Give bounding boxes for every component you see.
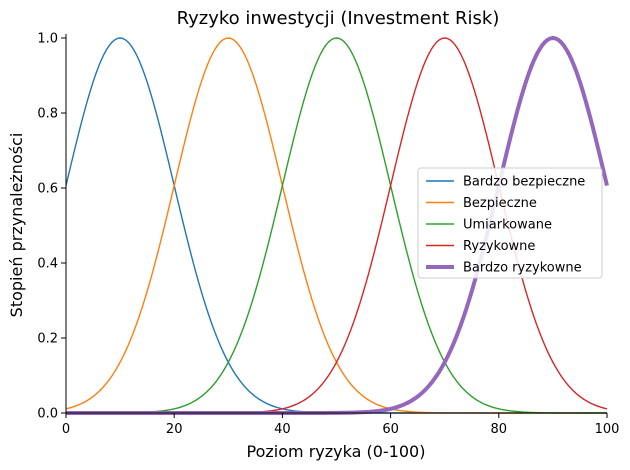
legend-label: Ryzykowne: [463, 239, 535, 254]
legend-label: Bardzo bezpieczne: [463, 175, 585, 190]
y-tick-label: 0.8: [37, 107, 58, 122]
x-tick-label: 80: [491, 422, 508, 437]
x-tick-label: 40: [274, 422, 291, 437]
x-axis-title: Poziom ryzyka (0-100): [247, 442, 426, 461]
legend: Bardzo bezpieczne Bezpieczne Umiarkowane Ry…: [417, 167, 603, 279]
x-axis-ticks: 0 20 40 60 80 100: [62, 413, 620, 437]
y-axis-ticks: 0.0 0.2 0.4 0.6 0.8 1.0: [37, 32, 66, 422]
legend-frame: [417, 167, 603, 279]
legend-label: Bezpieczne: [463, 196, 537, 211]
y-tick-label: 0.0: [37, 407, 58, 422]
x-tick-label: 100: [595, 422, 620, 437]
x-tick-label: 60: [382, 422, 399, 437]
y-tick-label: 0.4: [37, 257, 58, 272]
y-tick-label: 0.6: [37, 182, 58, 197]
x-tick-label: 0: [62, 422, 70, 437]
y-tick-label: 1.0: [37, 32, 58, 47]
legend-label: Bardzo ryzykowne: [463, 261, 582, 276]
y-axis-title: Stopień przynależności: [7, 133, 26, 318]
legend-label: Umiarkowane: [463, 218, 552, 233]
y-tick-label: 0.2: [37, 332, 58, 347]
x-tick-label: 20: [166, 422, 183, 437]
chart-title: Ryzyko inwestycji (Investment Risk): [177, 8, 500, 29]
